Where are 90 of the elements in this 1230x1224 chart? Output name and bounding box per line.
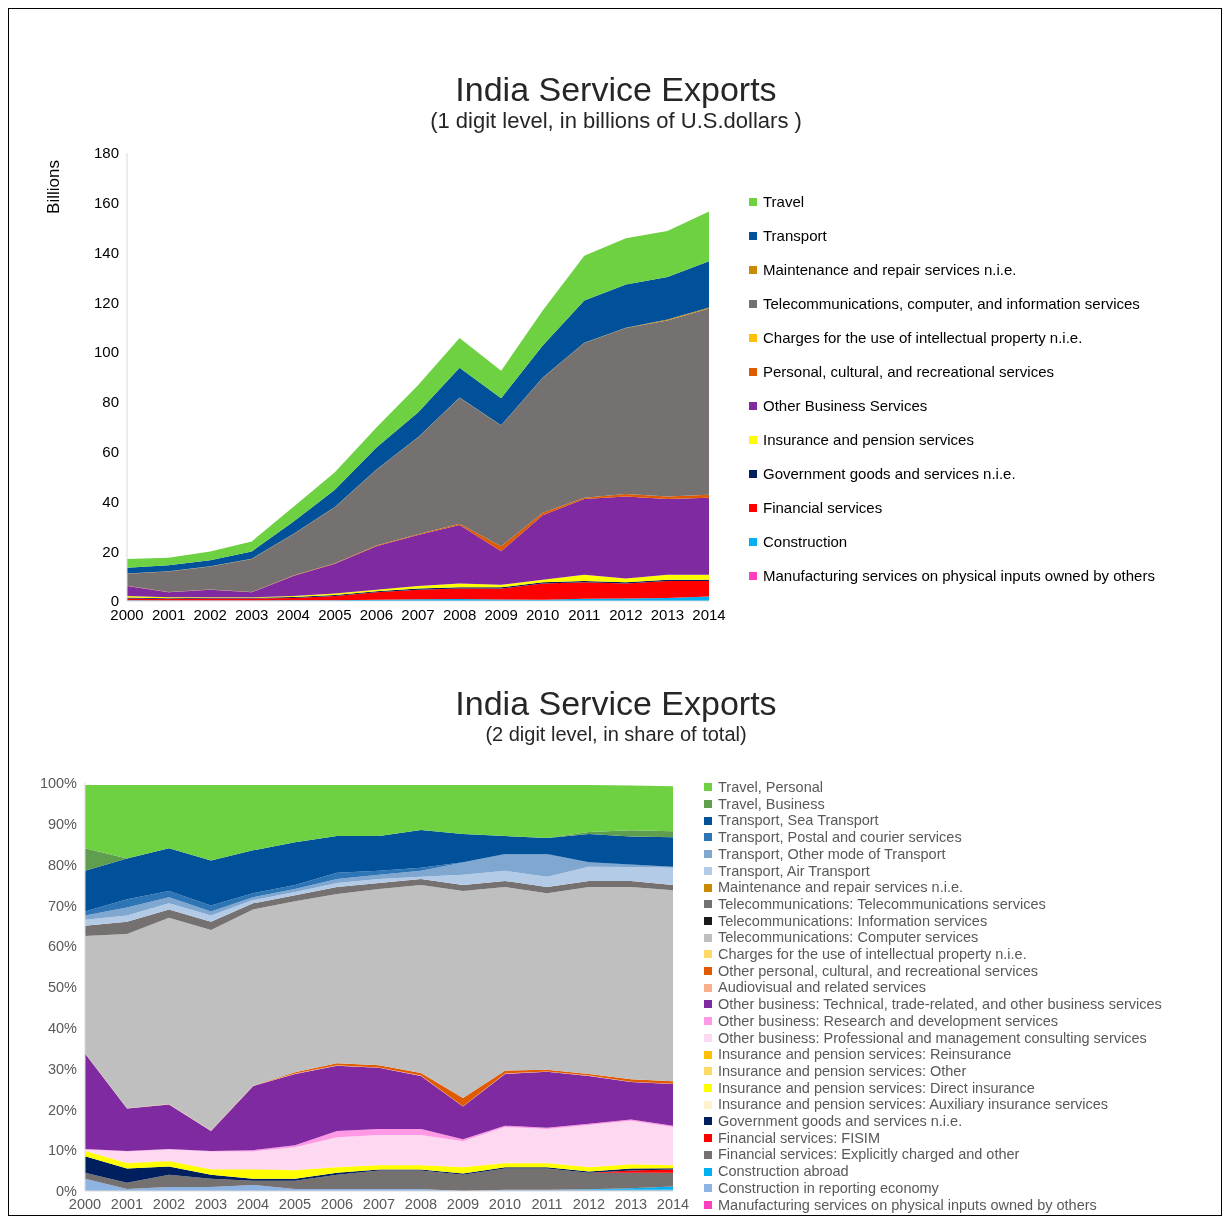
y-tick-label: 100 [93, 343, 119, 361]
chart-title: India Service Exports [454, 684, 778, 723]
x-tick-label: 2005 [318, 605, 352, 623]
x-tick-label: 2011 [531, 1196, 563, 1213]
legend-label: Telecommunications: Telecommunications services [718, 895, 1046, 913]
x-tick-label: 2001 [151, 605, 186, 623]
legend-label: Manufacturing services on physical inputs owned by others [718, 1196, 1097, 1214]
x-tick-label: 2012 [572, 1196, 606, 1213]
chart-title: India Service Exports [454, 70, 778, 109]
y-tick-label: 180 [93, 144, 119, 162]
legend-label: Construction abroad [718, 1163, 849, 1180]
legend-label: Other business: Professional and management consulting services [718, 1029, 1147, 1047]
x-tick-label: 2003 [235, 605, 269, 623]
legend-label: Telecommunications, computer, and information services [763, 295, 1140, 313]
legend-label: Financial services [763, 499, 883, 517]
legend-label: Other personal, cultural, and recreational services [718, 962, 1038, 980]
x-tick-label: 2008 [442, 605, 477, 623]
y-axis-title: Billions [44, 160, 64, 214]
legend-label: Charges for the use of intellectual property n.i.e. [763, 329, 1083, 347]
legend-label: Travel, Business [718, 795, 825, 813]
x-tick-label: 2012 [609, 605, 643, 623]
legend-label: Construction in reporting economy [718, 1179, 939, 1197]
legend-label: Travel [763, 193, 805, 211]
y-tick-label: 80 [102, 393, 119, 411]
x-tick-label: 2009 [446, 1196, 480, 1213]
x-tick-label: 2004 [236, 1196, 270, 1213]
legend-label: Transport, Sea Transport [718, 812, 879, 830]
x-tick-label: 2002 [193, 605, 227, 623]
y-tick-label: 120 [93, 293, 119, 311]
x-tick-label: 2013 [614, 1196, 648, 1213]
x-tick-label: 2007 [401, 605, 435, 623]
y-tick-label: 70% [47, 897, 78, 914]
legend-label: Audiovisual and related services [718, 979, 926, 997]
legend-label: Transport [763, 227, 827, 245]
legend-label: Maintenance and repair services n.i.e. [763, 261, 1017, 279]
x-tick-label: 2014 [692, 605, 726, 623]
x-tick-label: 2008 [404, 1196, 438, 1213]
y-tick-label: 60% [47, 938, 78, 955]
y-tick-label: 40% [47, 1019, 78, 1036]
y-tick-label: 30% [47, 1060, 78, 1077]
legend-label: Other business: Research and development services [718, 1012, 1059, 1030]
y-tick-label: 80% [47, 856, 78, 873]
legend-label: Charges for the use of intellectual property n.i.e. [718, 946, 1027, 963]
x-tick-label: 2014 [656, 1196, 690, 1213]
legend-label: Insurance and pension services: Auxiliary insurance services [718, 1096, 1109, 1114]
x-tick-label: 2006 [359, 605, 394, 623]
legend-label: Telecommunications: Information services [718, 912, 988, 930]
legend-label: Government goods and services n.i.e. [718, 1113, 963, 1130]
legend-label: Government goods and services n.i.e. [763, 465, 1016, 483]
legend-label: Telecommunications: Computer services [718, 929, 979, 947]
y-tick-label: 10% [47, 1142, 78, 1159]
legend-label: Transport, Other mode of Transport [718, 845, 946, 863]
legend-label: Travel, Personal [718, 779, 824, 796]
chart-subtitle: (1 digit level, in billions of U.S.dollars ) [429, 108, 803, 135]
chart-subtitle: (2 digit level, in share of total) [484, 722, 748, 747]
y-tick-label: 60 [102, 442, 119, 460]
x-tick-label: 2005 [278, 1196, 312, 1213]
x-tick-label: 2006 [320, 1196, 354, 1213]
legend-label: Maintenance and repair services n.i.e. [718, 879, 964, 896]
legend-label: Financial services: FISIM [718, 1129, 880, 1147]
x-tick-label: 2004 [276, 605, 310, 623]
x-tick-label: 2007 [362, 1196, 396, 1213]
x-tick-label: 2009 [484, 605, 518, 623]
y-tick-label: 20 [102, 542, 119, 560]
x-tick-label: 2013 [650, 605, 685, 623]
y-tick-label: 20% [47, 1101, 78, 1118]
legend-label: Manufacturing services on physical inputs owned by others [763, 567, 1155, 585]
legend-label: Financial services: Explicitly charged and other [718, 1146, 1020, 1164]
legend-label: Transport, Postal and courier services [718, 829, 962, 846]
legend-label: Insurance and pension services [763, 431, 974, 449]
legend-label: Construction [763, 533, 848, 551]
y-tick-label: 140 [93, 243, 119, 261]
legend-label: Transport, Air Transport [718, 862, 870, 880]
x-tick-label: 2010 [526, 605, 560, 623]
x-tick-label: 2003 [194, 1196, 228, 1213]
legend-label: Insurance and pension services: Other [718, 1062, 967, 1080]
x-tick-label: 2011 [568, 605, 601, 623]
legend-label: Other Business Services [763, 397, 928, 415]
y-tick-label: 90% [47, 815, 78, 832]
legend-label: Other business: Technical, trade-related, and other business services [718, 996, 1162, 1013]
y-tick-label: 100% [39, 775, 78, 792]
y-tick-label: 40 [102, 492, 119, 510]
y-tick-label: 50% [47, 979, 78, 996]
legend-label: Personal, cultural, and recreational services [763, 363, 1054, 381]
legend-label: Insurance and pension services: Reinsurance [718, 1046, 1012, 1063]
legend-label: Insurance and pension services: Direct insurance [718, 1079, 1035, 1097]
y-tick-label: 160 [93, 194, 119, 212]
x-tick-label: 2010 [488, 1196, 522, 1213]
x-tick-label: 2001 [110, 1196, 144, 1213]
x-tick-label: 2002 [152, 1196, 186, 1213]
